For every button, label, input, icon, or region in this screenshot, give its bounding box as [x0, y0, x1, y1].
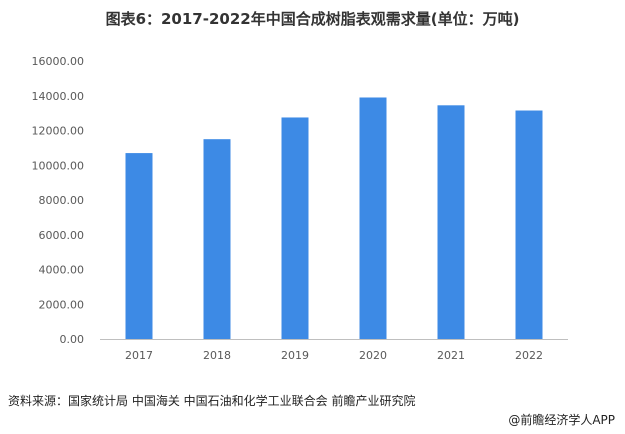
- y-tick-label: 10000.00: [32, 159, 85, 172]
- bar-2018: [203, 139, 231, 339]
- y-tick-label: 16000.00: [32, 55, 85, 68]
- y-tick-label: 14000.00: [32, 90, 85, 103]
- y-axis: 0.00 2000.00 4000.00 6000.00 8000.00 10000.00…: [32, 55, 85, 346]
- y-tick-label: 0.00: [60, 333, 85, 346]
- x-tick-label: 2021: [437, 349, 465, 362]
- bars: [125, 97, 543, 340]
- bar-2022: [515, 110, 543, 339]
- y-tick-label: 8000.00: [39, 194, 85, 207]
- bar-2021: [437, 105, 465, 340]
- x-tick-label: 2018: [203, 349, 231, 362]
- source-note: 资料来源：国家统计局 中国海关 中国石油和化学工业联合会 前瞻产业研究院: [8, 394, 416, 408]
- x-tick-label: 2020: [359, 349, 387, 362]
- x-tick-label: 2022: [515, 349, 543, 362]
- bar-2019: [281, 117, 309, 339]
- y-tick-label: 6000.00: [39, 229, 85, 242]
- y-tick-label: 2000.00: [39, 298, 85, 311]
- y-tick-label: 4000.00: [39, 264, 85, 277]
- chart-title: 图表6：2017-2022年中国合成树脂表观需求量(单位：万吨): [105, 10, 520, 28]
- x-axis: 2017 2018 2019 2020 2021 2022: [125, 349, 543, 362]
- y-tick-label: 12000.00: [32, 125, 85, 138]
- x-tick-label: 2017: [125, 349, 153, 362]
- bar-2020: [359, 97, 387, 339]
- bar-2017: [125, 153, 153, 339]
- x-tick-label: 2019: [281, 349, 309, 362]
- brand-credit: @前瞻经济学人APP: [508, 413, 615, 427]
